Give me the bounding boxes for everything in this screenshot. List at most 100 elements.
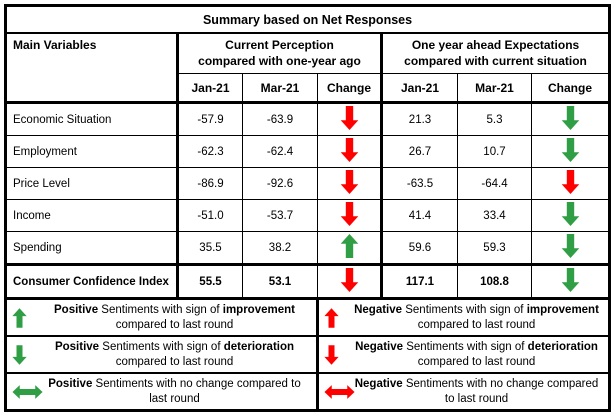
value-cell: 33.4	[457, 199, 532, 232]
legend-cell-negative-no-change: Negative Sentiments with no change compa…	[316, 372, 611, 411]
group1-line2: compared with one-year ago	[198, 53, 361, 68]
change-cell	[530, 135, 611, 168]
row-label: Spending	[5, 231, 179, 265]
legend-row: Positive Sentiments with sign of improve…	[5, 297, 611, 337]
legend-arrow-icon	[324, 304, 339, 331]
change-arrow-icon	[340, 138, 359, 162]
current-perception-header: Current Perception compared with one-yea…	[177, 32, 383, 74]
legend-text-part: Sentiments with sign of	[98, 303, 223, 316]
legend-text-part: improvement	[222, 303, 295, 316]
change-arrow-icon	[561, 170, 580, 194]
legend-cell-negative-improvement: Negative Sentiments with sign of improve…	[316, 297, 611, 337]
col-header-cp-jan: Jan-21	[177, 73, 243, 103]
value-cell: 38.2	[242, 231, 318, 265]
legend-text: Negative Sentiments with sign of improve…	[351, 303, 602, 333]
value-cell: -63.9	[242, 101, 318, 136]
value-cell: -62.4	[242, 135, 318, 168]
column-header-row: Jan-21 Mar-21 Change Jan-21 Mar-21 Chang…	[6, 73, 611, 103]
change-cell	[317, 167, 383, 200]
value-cell: 117.1	[381, 263, 458, 299]
legend-text-part: deterioration	[223, 340, 295, 353]
down-arrow-icon	[340, 202, 358, 226]
change-arrow-icon	[340, 170, 359, 194]
main-variables-header: Main Variables	[5, 32, 179, 103]
legend-cell-negative-deterioration: Negative Sentiments with sign of deterio…	[316, 335, 611, 374]
legend-text: Positive Sentiments with sign of improve…	[39, 303, 310, 333]
up-arrow-icon	[324, 307, 339, 328]
change-cell	[317, 263, 383, 299]
left-right-arrow-icon	[12, 384, 43, 399]
table-row: Income -51.0 -53.7 41.4 33.4	[5, 199, 611, 232]
value-cell: 21.3	[381, 101, 458, 136]
col-header-ex-change: Change	[530, 73, 611, 103]
table-title: Summary based on Net Responses	[4, 5, 611, 34]
row-label: Employment	[5, 135, 179, 168]
legend-text-part: Negative	[354, 377, 403, 390]
value-cell: -62.3	[177, 135, 243, 168]
expectations-header: One year ahead Expectations compared wit…	[380, 32, 611, 74]
value-cell: -86.9	[177, 167, 243, 200]
row-label: Consumer Confidence Index	[5, 263, 179, 299]
down-arrow-icon	[340, 170, 358, 194]
group1-line1: Current Perception	[225, 37, 334, 52]
down-arrow-icon	[561, 138, 579, 162]
up-arrow-icon	[340, 234, 358, 258]
change-arrow-icon	[561, 202, 580, 226]
legend-text-part: Positive	[48, 377, 93, 390]
change-arrow-icon	[561, 234, 580, 258]
down-arrow-icon	[561, 268, 579, 292]
down-arrow-icon	[561, 170, 579, 194]
legend-text: Positive Sentiments with sign of deterio…	[39, 340, 310, 370]
legend-text: Negative Sentiments with no change compa…	[351, 377, 602, 407]
down-arrow-icon	[340, 268, 358, 292]
down-arrow-icon	[340, 106, 358, 130]
table-row: Economic Situation -57.9 -63.9 21.3 5.3	[5, 101, 611, 136]
change-cell	[317, 101, 383, 136]
value-cell: -63.5	[381, 167, 458, 200]
change-cell	[317, 231, 383, 265]
value-cell: 10.7	[457, 135, 532, 168]
change-cell	[317, 199, 383, 232]
legend-arrow-icon	[12, 341, 27, 368]
value-cell: 41.4	[381, 199, 458, 232]
value-cell: 59.6	[381, 231, 458, 265]
value-cell: 26.7	[381, 135, 458, 168]
down-arrow-icon	[12, 344, 27, 365]
change-cell	[530, 167, 611, 200]
legend-text-part: improvement	[526, 303, 599, 316]
group2-line2: compared with current situation	[404, 53, 587, 68]
legend-text-part: deterioration	[527, 340, 598, 353]
value-cell: 59.3	[457, 231, 532, 265]
table-row: Spending 35.5 38.2 59.6 59.3	[5, 231, 611, 265]
legend-text-part: compared to last round	[417, 318, 536, 331]
group2-line1: One year ahead Expectations	[411, 37, 580, 52]
change-arrow-icon	[561, 106, 580, 130]
legend-text: Positive Sentiments with no change compa…	[39, 377, 310, 407]
legend-text-part: Negative	[355, 340, 404, 353]
consumer-confidence-index-row: Consumer Confidence Index 55.5 53.1 117.…	[5, 263, 611, 299]
change-arrow-icon	[561, 138, 580, 162]
value-cell: -51.0	[177, 199, 243, 232]
legend-arrow-icon	[12, 384, 43, 400]
legend-row: Positive Sentiments with no change compa…	[5, 372, 611, 411]
legend-text-part: Positive	[54, 303, 99, 316]
legend-text-part: Sentiments with sign of	[402, 303, 527, 316]
change-cell	[530, 101, 611, 136]
legend-row: Positive Sentiments with sign of deterio…	[5, 335, 611, 374]
legend-text-part: Sentiments with no change compared to la…	[92, 377, 301, 405]
value-cell: 5.3	[457, 101, 532, 136]
table-row: Price Level -86.9 -92.6 -63.5 -64.4	[5, 167, 611, 200]
change-arrow-icon	[340, 268, 359, 292]
row-label: Price Level	[5, 167, 179, 200]
title-row: Summary based on Net Responses	[4, 5, 611, 34]
change-cell	[317, 135, 383, 168]
change-cell	[530, 199, 611, 232]
col-header-ex-mar: Mar-21	[457, 73, 532, 103]
value-cell: 53.1	[242, 263, 318, 299]
col-header-ex-jan: Jan-21	[381, 73, 458, 103]
value-cell: -57.9	[177, 101, 243, 136]
value-cell: 55.5	[177, 263, 243, 299]
down-arrow-icon	[561, 202, 579, 226]
down-arrow-icon	[561, 106, 579, 130]
